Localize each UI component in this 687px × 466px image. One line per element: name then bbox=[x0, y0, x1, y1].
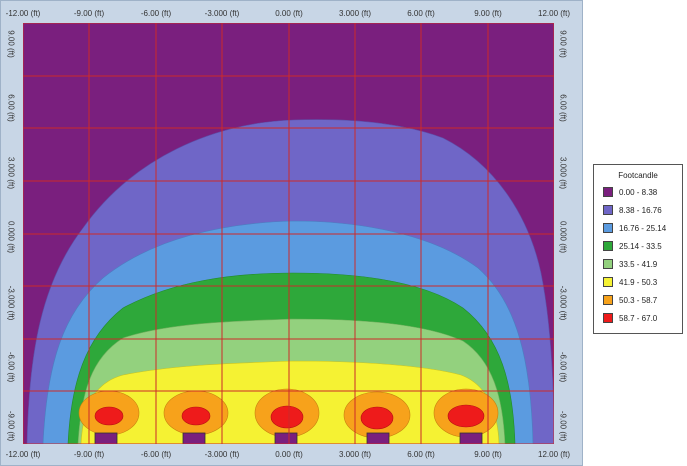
x-tick-bottom: 3.000 (ft) bbox=[338, 450, 372, 459]
zone-58-67 bbox=[94, 404, 485, 430]
legend-item: 58.7 - 67.0 bbox=[603, 311, 657, 325]
x-tick-top: 9.00 (ft) bbox=[474, 9, 502, 18]
x-tick-bottom: -3.000 (ft) bbox=[204, 450, 240, 459]
x-tick-bottom: -12.00 (ft) bbox=[5, 450, 41, 459]
legend-item: 50.3 - 58.7 bbox=[603, 293, 657, 307]
legend-swatch bbox=[603, 313, 613, 323]
x-tick-top: -6.00 (ft) bbox=[140, 9, 172, 18]
legend-swatch bbox=[603, 295, 613, 305]
y-tick-left: 9.00 (ft) bbox=[6, 30, 16, 58]
y-tick-right: 9.00 (ft) bbox=[558, 30, 568, 58]
fixture bbox=[182, 432, 206, 444]
grid-lines bbox=[23, 23, 554, 444]
x-tick-top: -3.000 (ft) bbox=[204, 9, 240, 18]
x-tick-bottom: -6.00 (ft) bbox=[140, 450, 172, 459]
legend: Footcandle 0.00 - 8.38 8.38 - 16.76 16.7… bbox=[593, 164, 683, 334]
legend-swatch bbox=[603, 277, 613, 287]
legend-label: 16.76 - 25.14 bbox=[619, 223, 667, 233]
x-tick-top: -9.00 (ft) bbox=[73, 9, 105, 18]
y-tick-left: 3.000 (ft) bbox=[6, 156, 16, 189]
legend-label: 0.00 - 8.38 bbox=[619, 187, 658, 197]
fixture bbox=[274, 432, 298, 444]
legend-label: 41.9 - 50.3 bbox=[619, 277, 658, 287]
legend-swatch bbox=[603, 187, 613, 197]
y-tick-right: 0.000 (ft) bbox=[558, 220, 568, 253]
x-tick-bottom: -9.00 (ft) bbox=[73, 450, 105, 459]
fixtures bbox=[94, 432, 483, 444]
legend-item: 8.38 - 16.76 bbox=[603, 203, 662, 217]
y-tick-right: -9.00 (ft) bbox=[558, 410, 568, 442]
y-tick-left: -6.00 (ft) bbox=[6, 351, 16, 383]
y-tick-left: 6.00 (ft) bbox=[6, 94, 16, 122]
isoline-plot-window: -12.00 (ft) -9.00 (ft) -6.00 (ft) -3.000… bbox=[0, 0, 583, 466]
x-tick-bottom: 12.00 (ft) bbox=[537, 450, 571, 459]
fixture bbox=[366, 432, 390, 444]
legend-label: 25.14 - 33.5 bbox=[619, 241, 662, 251]
x-tick-top: 0.00 (ft) bbox=[275, 9, 303, 18]
x-tick-bottom: 6.00 (ft) bbox=[407, 450, 435, 459]
x-tick-top: 3.000 (ft) bbox=[338, 9, 372, 18]
legend-item: 16.76 - 25.14 bbox=[603, 221, 666, 235]
y-tick-right: 6.00 (ft) bbox=[558, 94, 568, 122]
legend-swatch bbox=[603, 223, 613, 233]
legend-swatch bbox=[603, 205, 613, 215]
legend-item: 33.5 - 41.9 bbox=[603, 257, 657, 271]
legend-item: 0.00 - 8.38 bbox=[603, 185, 657, 199]
legend-label: 50.3 - 58.7 bbox=[619, 295, 658, 305]
footcandle-contour-plot bbox=[23, 23, 554, 444]
fixture bbox=[459, 432, 483, 444]
y-tick-left: 0.000 (ft) bbox=[6, 220, 16, 253]
legend-swatch bbox=[603, 241, 613, 251]
legend-title: Footcandle bbox=[618, 171, 658, 180]
legend-label: 33.5 - 41.9 bbox=[619, 259, 658, 269]
x-tick-top: 12.00 (ft) bbox=[537, 9, 571, 18]
y-tick-right: -3.000 (ft) bbox=[558, 285, 568, 321]
x-tick-bottom: 0.00 (ft) bbox=[275, 450, 303, 459]
x-tick-top: 6.00 (ft) bbox=[407, 9, 435, 18]
legend-item: 25.14 - 33.5 bbox=[603, 239, 662, 253]
x-tick-top: -12.00 (ft) bbox=[5, 9, 41, 18]
fixture bbox=[94, 432, 118, 444]
legend-item: 41.9 - 50.3 bbox=[603, 275, 657, 289]
legend-label: 8.38 - 16.76 bbox=[619, 205, 662, 215]
y-tick-right: -6.00 (ft) bbox=[558, 351, 568, 383]
x-tick-bottom: 9.00 (ft) bbox=[474, 450, 502, 459]
y-tick-left: -3.000 (ft) bbox=[6, 285, 16, 321]
legend-label: 58.7 - 67.0 bbox=[619, 313, 658, 323]
y-tick-right: 3.000 (ft) bbox=[558, 156, 568, 189]
legend-swatch bbox=[603, 259, 613, 269]
y-tick-left: -9.00 (ft) bbox=[6, 410, 16, 442]
